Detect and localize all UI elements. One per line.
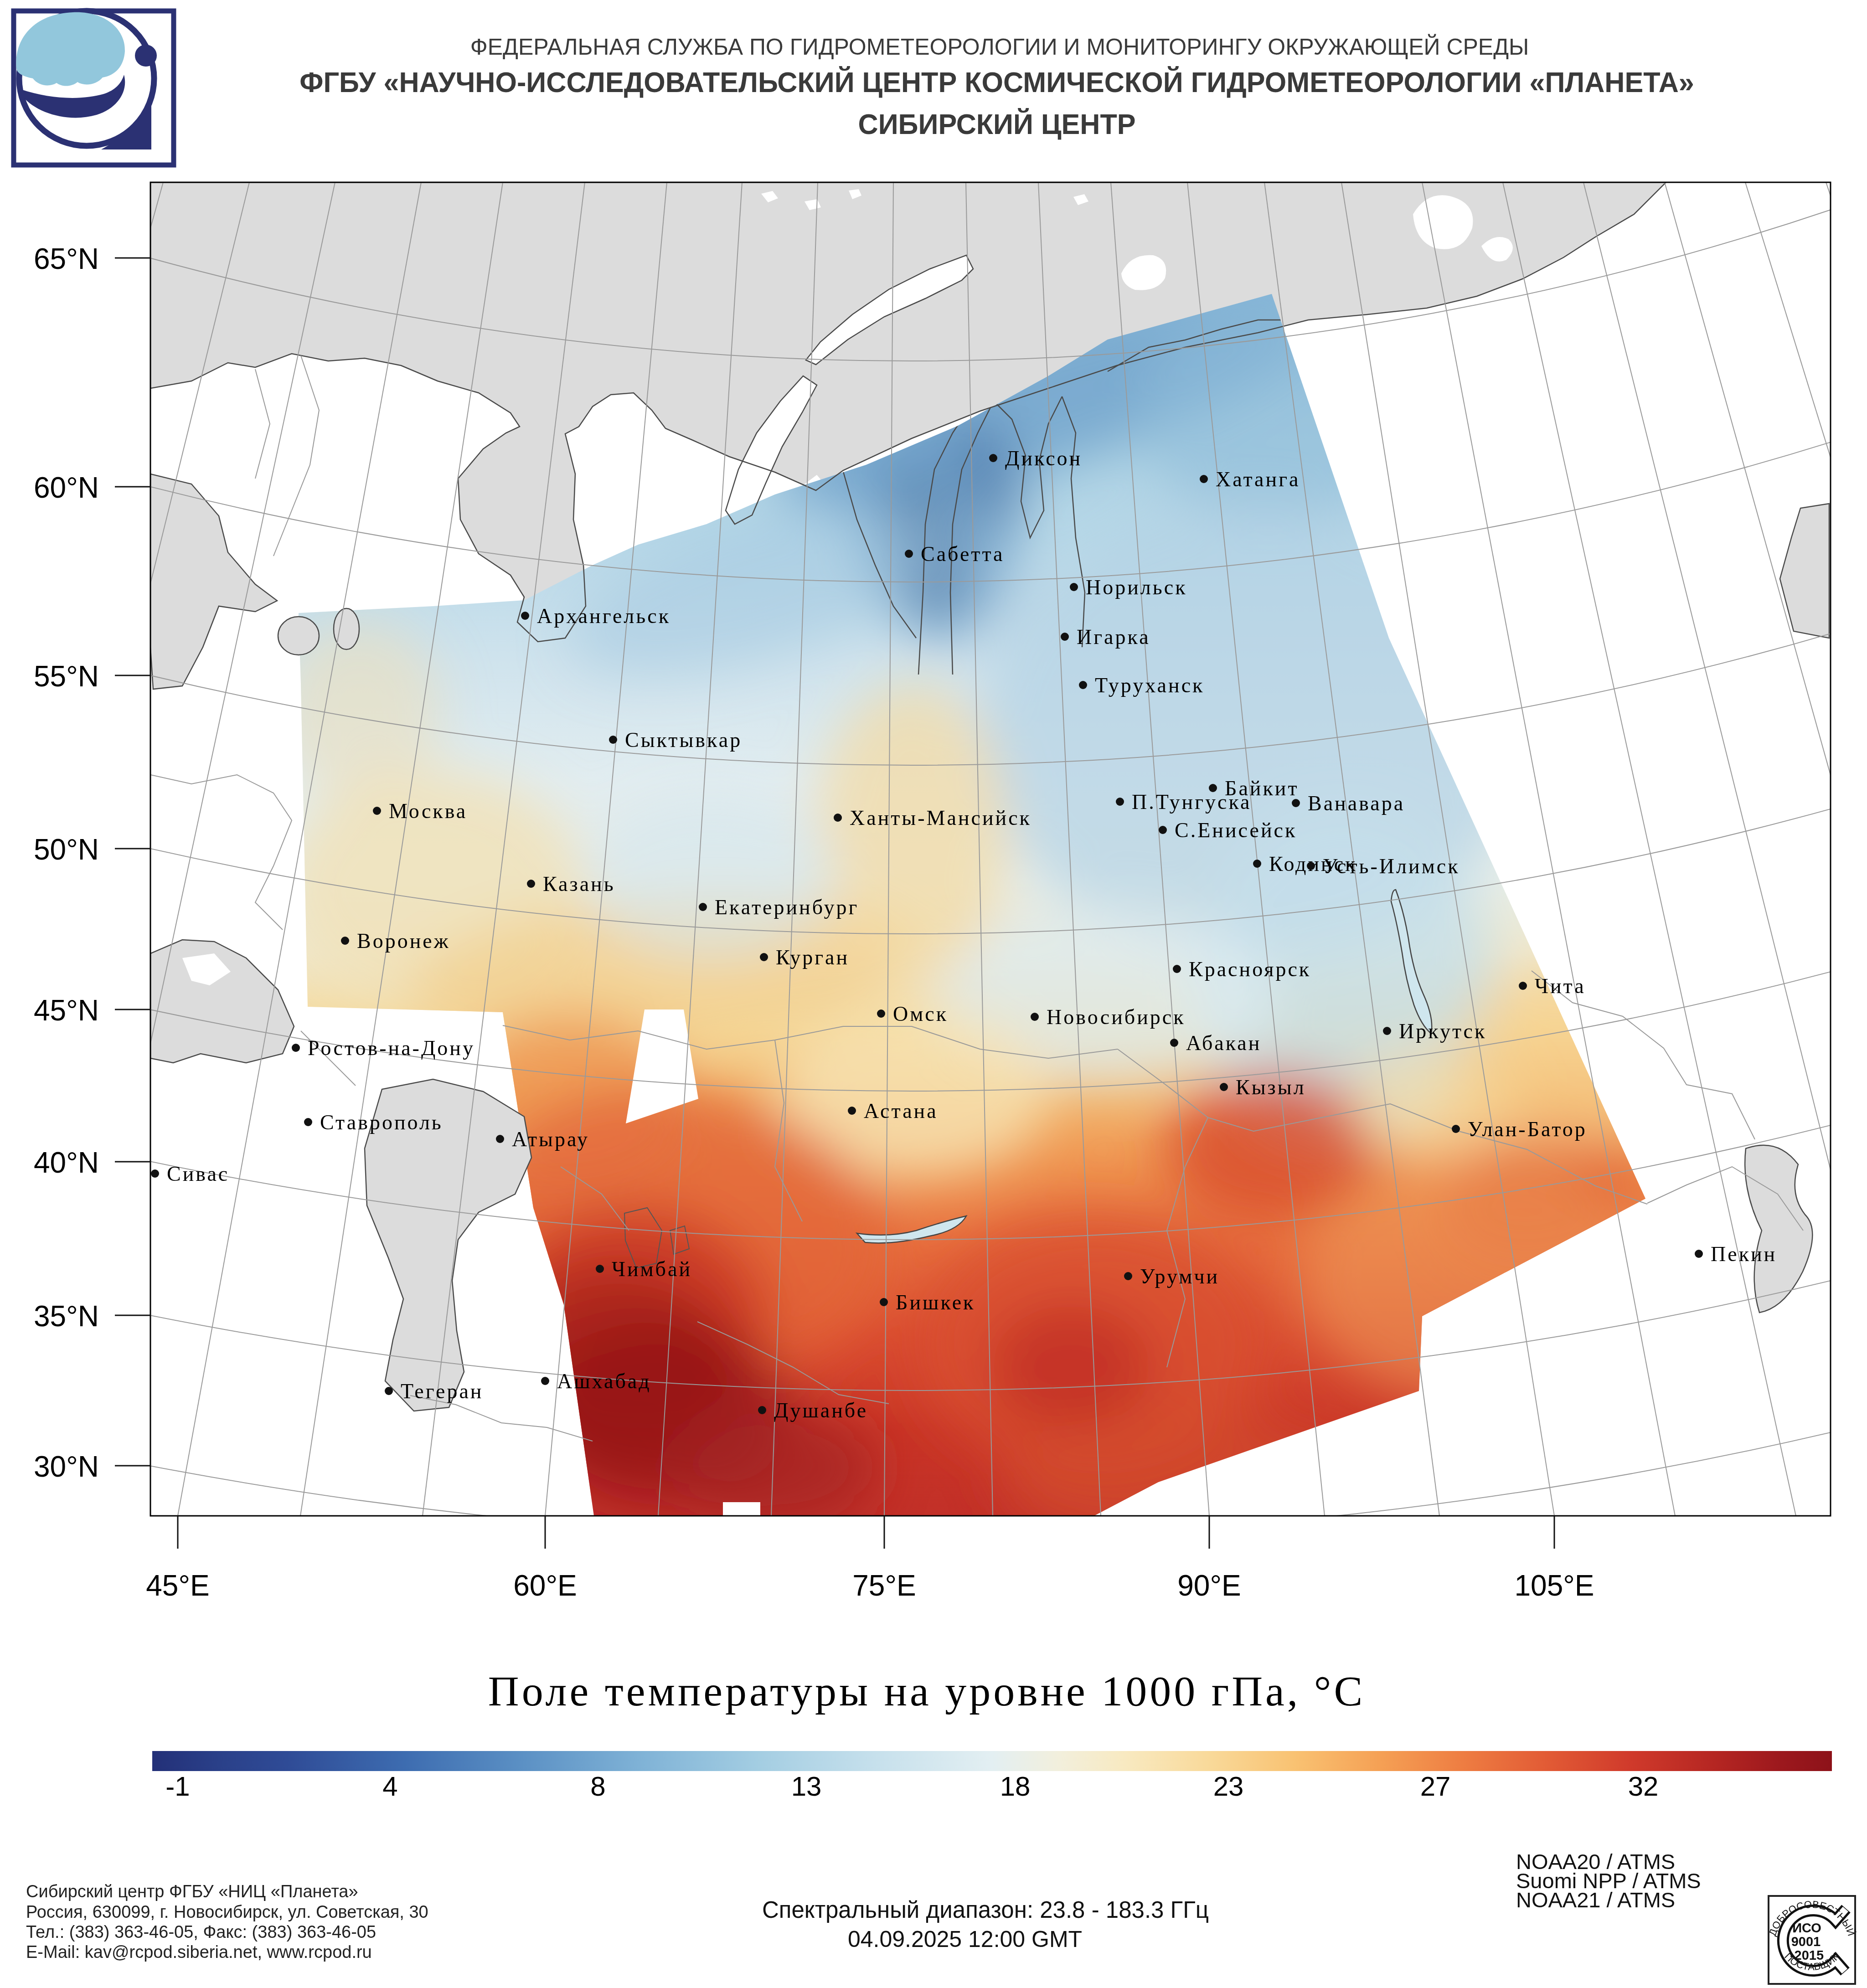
svg-text:NOAA21 / ATMS: NOAA21 / ATMS: [1516, 1888, 1675, 1912]
svg-text:Астана: Астана: [864, 1099, 938, 1123]
svg-text:Поле температуры на уровне 100: Поле температуры на уровне 1000 гПа, °C: [488, 1667, 1365, 1715]
svg-text:23: 23: [1213, 1771, 1244, 1802]
svg-text:9001: 9001: [1791, 1934, 1821, 1949]
svg-text:60°N: 60°N: [34, 471, 99, 504]
svg-text:Туруханск: Туруханск: [1095, 674, 1204, 697]
svg-text:Сыктывкар: Сыктывкар: [625, 728, 742, 752]
svg-text:Ашхабад: Ашхабад: [557, 1370, 651, 1393]
svg-text:Курган: Курган: [776, 946, 849, 969]
svg-text:Москва: Москва: [389, 799, 467, 823]
svg-text:55°N: 55°N: [34, 660, 99, 693]
svg-text:Бишкек: Бишкек: [896, 1291, 975, 1314]
svg-text:Чита: Чита: [1535, 974, 1586, 998]
svg-text:Иркутск: Иркутск: [1399, 1020, 1486, 1043]
svg-text:Хатанга: Хатанга: [1216, 468, 1300, 491]
svg-text:Тегеран: Тегеран: [401, 1380, 483, 1403]
svg-text:Архангельск: Архангельск: [537, 604, 670, 628]
svg-text:Россия, 630099, г. Новосибирск: Россия, 630099, г. Новосибирск, ул. Сове…: [26, 1902, 428, 1921]
svg-text:-1: -1: [165, 1771, 190, 1802]
svg-text:8: 8: [590, 1771, 605, 1802]
svg-text:Спектральный диапазон: 23.8 -: Спектральный диапазон: 23.8 - 183.3 ГГц: [762, 1897, 1209, 1923]
svg-text:45°E: 45°E: [146, 1569, 209, 1602]
svg-text:Диксон: Диксон: [1005, 447, 1082, 470]
svg-text:04.09.2025 12:00 GMT: 04.09.2025 12:00 GMT: [848, 1926, 1082, 1952]
svg-text:Сибирский центр ФГБУ «НИЦ «Пла: Сибирский центр ФГБУ «НИЦ «Планета»: [26, 1882, 358, 1901]
svg-text:35°N: 35°N: [34, 1300, 99, 1333]
svg-text:18: 18: [1000, 1771, 1031, 1802]
svg-text:Игарка: Игарка: [1077, 625, 1150, 649]
svg-text:Воронеж: Воронеж: [357, 929, 450, 953]
svg-text:Екатеринбург: Екатеринбург: [715, 896, 859, 919]
svg-text:ИСО: ИСО: [1792, 1921, 1821, 1935]
svg-text:4: 4: [382, 1771, 397, 1802]
svg-text:27: 27: [1420, 1771, 1451, 1802]
svg-text:Омск: Омск: [893, 1002, 948, 1025]
svg-text:Новосибирск: Новосибирск: [1047, 1005, 1186, 1029]
svg-text:Сабетта: Сабетта: [921, 542, 1005, 566]
svg-text:Сивас: Сивас: [167, 1162, 229, 1185]
svg-text:13: 13: [791, 1771, 822, 1802]
svg-text:Пекин: Пекин: [1711, 1242, 1777, 1266]
svg-text:Казань: Казань: [543, 872, 615, 896]
svg-text:32: 32: [1628, 1771, 1659, 1802]
svg-text:E-Mail: kav@rcpod.siberia.net,: E-Mail: kav@rcpod.siberia.net, www.rcpod…: [26, 1942, 372, 1962]
svg-text:75°E: 75°E: [852, 1569, 916, 1602]
svg-text:Урумчи: Урумчи: [1140, 1265, 1219, 1288]
svg-text:90°E: 90°E: [1177, 1569, 1241, 1602]
svg-text:45°N: 45°N: [34, 994, 99, 1027]
svg-text:Тел.: (383) 363-46-05, Факс: (: Тел.: (383) 363-46-05, Факс: (383) 363-4…: [26, 1922, 376, 1942]
svg-text:60°E: 60°E: [513, 1569, 577, 1602]
svg-text:65°N: 65°N: [34, 242, 99, 275]
svg-text:Абакан: Абакан: [1186, 1031, 1261, 1055]
svg-text:105°E: 105°E: [1514, 1569, 1594, 1602]
svg-text:Ростов-на-Дону: Ростов-на-Дону: [308, 1036, 475, 1060]
svg-text:Ванавара: Ванавара: [1308, 792, 1405, 815]
svg-text:Усть-Илимск: Усть-Илимск: [1323, 855, 1460, 878]
svg-text:Душанбе: Душанбе: [774, 1399, 868, 1422]
svg-text:Ханты-Мансийск: Ханты-Мансийск: [850, 806, 1031, 829]
svg-text:Улан-Батор: Улан-Батор: [1468, 1118, 1587, 1141]
svg-text:Ставрополь: Ставрополь: [320, 1111, 443, 1134]
svg-text:С.Енисейск: С.Енисейск: [1175, 819, 1297, 842]
svg-text:Красноярск: Красноярск: [1189, 958, 1311, 981]
svg-text:Чимбай: Чимбай: [612, 1257, 692, 1281]
svg-text:30°N: 30°N: [34, 1450, 99, 1483]
svg-text:Атырау: Атырау: [512, 1128, 589, 1151]
svg-text:Кызыл: Кызыл: [1236, 1076, 1306, 1099]
svg-text:Норильск: Норильск: [1086, 576, 1187, 599]
svg-text:40°N: 40°N: [34, 1146, 99, 1179]
svg-text:П.Тунгуска: П.Тунгуска: [1132, 790, 1252, 814]
svg-text:50°N: 50°N: [34, 833, 99, 866]
